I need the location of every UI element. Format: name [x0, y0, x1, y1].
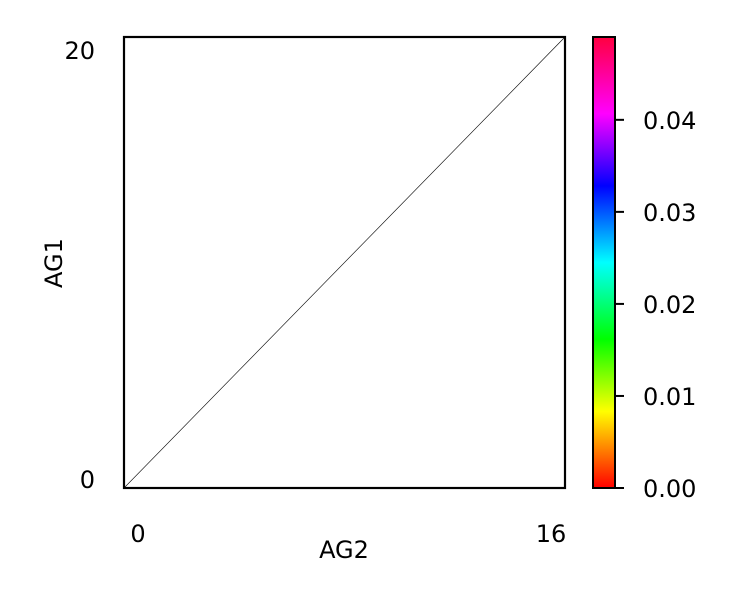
- y-axis-label: AG1: [40, 238, 68, 288]
- colorbar-tick-label: 0.01: [643, 383, 696, 411]
- y-tick-label-max: 20: [64, 37, 95, 65]
- x-tick-label-max: 16: [536, 520, 567, 548]
- y-tick-label-min: 0: [80, 466, 95, 494]
- x-tick-label-min: 0: [130, 520, 145, 548]
- colorbar-tick-label: 0.04: [643, 107, 696, 135]
- colorbar: [592, 36, 616, 489]
- colorbar-tick-label: 0.02: [643, 291, 696, 319]
- colorbar-tick-label: 0.00: [643, 475, 696, 503]
- x-axis-label: AG2: [319, 536, 369, 564]
- diagonal-line: [123, 36, 566, 489]
- colorbar-tick-label: 0.03: [643, 199, 696, 227]
